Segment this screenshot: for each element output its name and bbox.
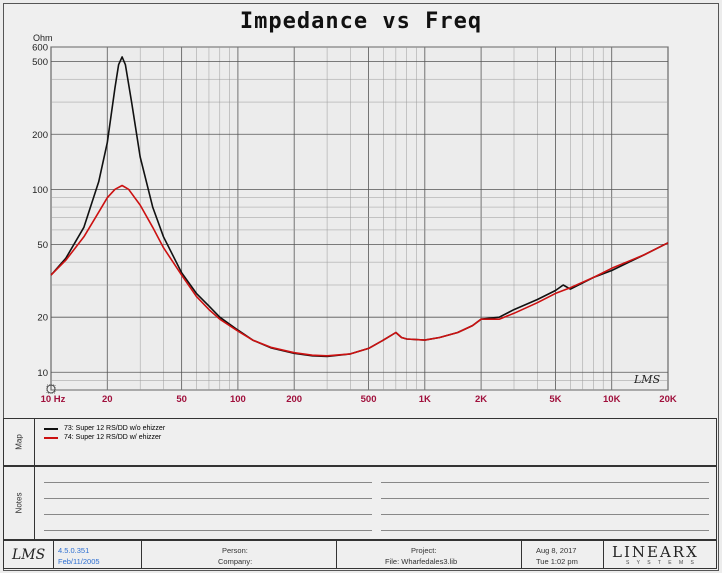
legend-swatch-red xyxy=(44,436,58,439)
y-tick-label: 500 xyxy=(32,57,48,68)
impedance-chart: Ohm 10 Hz 20 50 100 200 500 1K 2K 5K 10K 20K 600 500… xyxy=(32,33,677,406)
grid-lines xyxy=(50,46,669,391)
footer-date-cell: Aug 8, 2017 Tue 1:02 pm xyxy=(522,541,604,568)
x-tick-label: 200 xyxy=(286,394,302,405)
x-tick-label: 20 xyxy=(102,394,113,405)
person-label: Person: xyxy=(222,546,248,555)
series-line-2 xyxy=(50,184,669,357)
y-axis-label: Ohm xyxy=(33,33,53,43)
lms-watermark: LMS xyxy=(633,373,661,386)
x-tick-label: 10K xyxy=(603,394,621,405)
legend-swatch-black xyxy=(44,427,58,430)
linearx-subtext: S Y S T E M S xyxy=(626,560,697,566)
legend-entry-2: 74: Super 12 RS/DD w/ ehizzer xyxy=(44,434,161,441)
footer-time: Tue 1:02 pm xyxy=(536,557,578,566)
footer-date: Aug 8, 2017 xyxy=(536,546,577,555)
x-tick-label: 2K xyxy=(475,394,487,405)
file-label: File: Wharfedales3.lib xyxy=(385,557,458,566)
note-line xyxy=(381,530,709,531)
x-tick-label: 1K xyxy=(419,394,431,405)
note-line xyxy=(44,514,372,515)
plot-area xyxy=(50,46,669,391)
footer-person-cell: Person: Company: xyxy=(142,541,337,568)
tick-labels: 10 Hz 20 50 100 200 500 1K 2K 5K 10K 20K 600 500 200 1… xyxy=(32,43,677,406)
version-date: Feb/11/2005 xyxy=(58,557,100,566)
note-line xyxy=(381,482,709,483)
x-tick-label: 50 xyxy=(176,394,187,405)
footer-brand-cell: LINEARX S Y S T E M S xyxy=(604,541,718,568)
linearx-logo: LINEARX xyxy=(612,543,699,561)
footer-version-cell: 4.5.0.351 Feb/11/2005 xyxy=(54,541,142,568)
project-label: Project: xyxy=(411,546,437,555)
footer-logo-cell: LMS xyxy=(4,541,54,568)
note-line xyxy=(44,498,372,499)
notes-side-label: Notes xyxy=(4,467,35,539)
notes-panel: Notes xyxy=(3,466,717,540)
footer-bar: LMS 4.5.0.351 Feb/11/2005 Person: Compan… xyxy=(3,540,717,569)
legend-entry-1: 73: Super 12 RS/DD w/o ehizzer xyxy=(44,425,165,432)
x-tick-label: 10 Hz xyxy=(41,394,66,405)
y-tick-label: 100 xyxy=(32,185,48,196)
company-label: Company: xyxy=(218,557,253,566)
x-tick-label: 5K xyxy=(549,394,561,405)
note-line xyxy=(44,530,372,531)
map-panel: Map 73: Super 12 RS/DD w/o ehizzer 74: S… xyxy=(3,418,717,466)
footer-project-cell: Project: File: Wharfedales3.lib xyxy=(337,541,522,568)
chart-title: Impedance vs Freq xyxy=(239,9,483,34)
x-tick-label: 500 xyxy=(361,394,377,405)
y-tick-label: 200 xyxy=(32,130,48,141)
y-tick-label: 50 xyxy=(37,240,48,251)
lms-logo: LMS xyxy=(12,547,46,563)
y-tick-label: 10 xyxy=(37,368,48,379)
note-line xyxy=(381,498,709,499)
note-line xyxy=(44,482,372,483)
y-tick-label: 600 xyxy=(32,43,48,54)
note-line xyxy=(381,514,709,515)
x-tick-label: 100 xyxy=(230,394,246,405)
y-tick-label: 20 xyxy=(37,313,48,324)
x-tick-label: 20K xyxy=(659,394,677,405)
map-side-label: Map xyxy=(4,419,35,465)
version-number: 4.5.0.351 xyxy=(58,546,90,555)
origin-crosshair-icon xyxy=(46,384,56,394)
data-series xyxy=(50,56,669,358)
